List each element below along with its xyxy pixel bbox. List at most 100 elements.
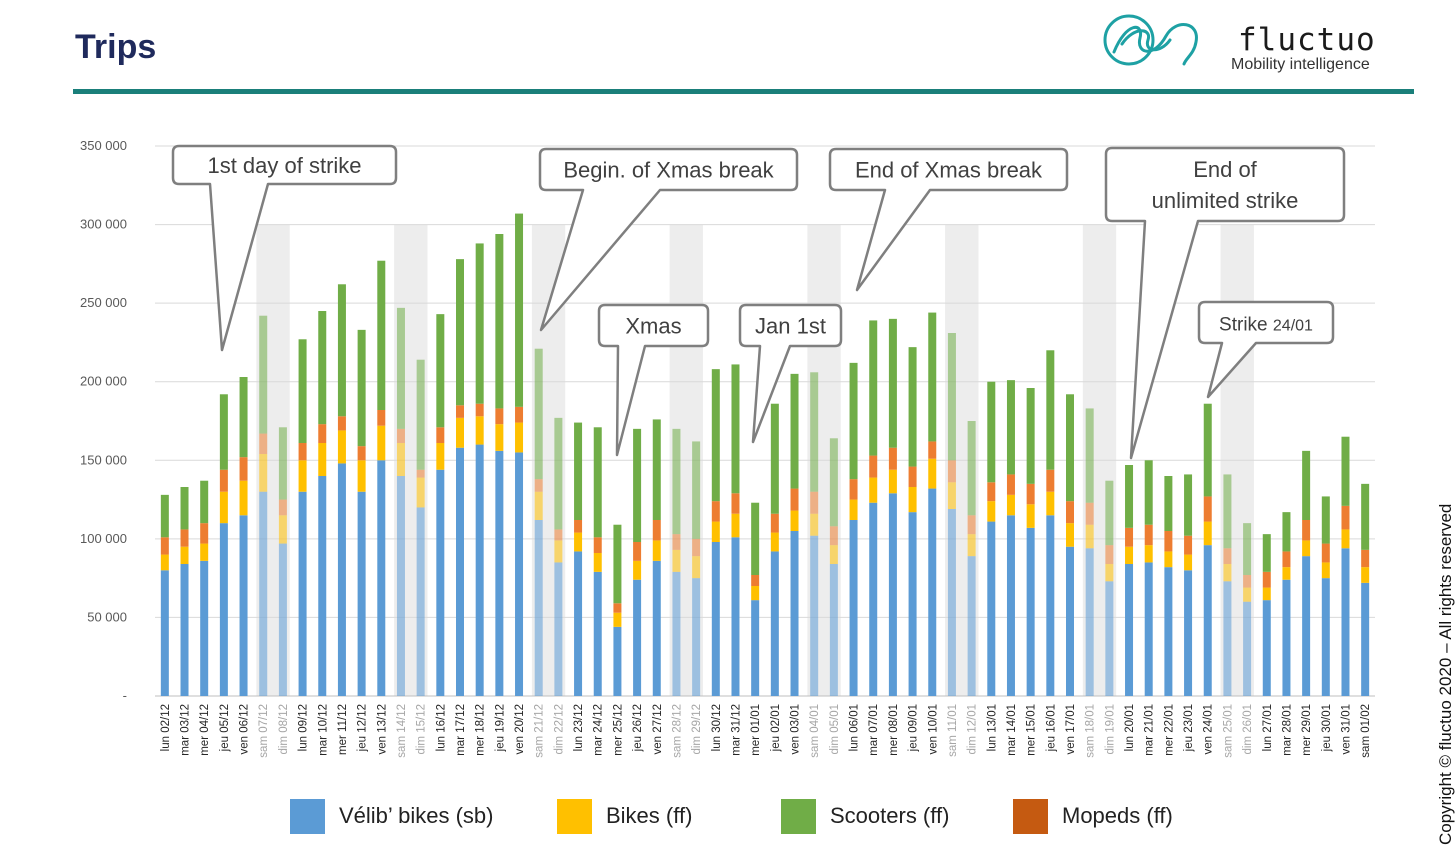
bar-segment [416,507,425,696]
bar-segment [160,537,169,555]
legend-item-bikes: Bikes (ff) [557,798,692,834]
bar-segment [1144,545,1153,563]
bar-segment [1203,521,1212,546]
bar-segment [829,545,838,564]
bar-segment [219,523,228,696]
callout-bubble [171,144,398,352]
bar-segment [337,284,346,417]
callout-bubble [1197,300,1335,399]
bar-segment [1302,520,1311,541]
bar-segment [1243,575,1252,588]
bar-segment [987,381,996,483]
x-tick-label: lun 27/01 [1262,704,1274,751]
bar-segment [200,543,209,561]
legend-swatch-bikes [557,798,592,834]
bar-segment [810,535,819,696]
bar-segment [239,515,248,696]
bar-segment [692,538,701,557]
bar-segment [810,372,819,492]
bar-segment [1243,523,1252,575]
bar-segment [633,579,642,696]
trips-stacked-bar-chart: - 50 000 100 000 150 000 200 000 250 000 300 0… [80,138,1375,758]
bar-segment [633,542,642,561]
bar-segment [790,373,799,489]
x-tick-label: lun 09/12 [298,704,310,751]
x-tick-label: dim 19/01 [1104,704,1116,755]
bar-segment [475,243,484,404]
legend-label-bikes: Bikes (ff) [606,803,693,828]
bar-segment [1105,581,1114,696]
x-tick-label: mar 14/01 [1006,704,1018,756]
bar-segment [574,532,583,552]
bar-segment [416,359,425,470]
bar-segment [456,405,464,418]
bar-segment [1066,394,1074,502]
x-tick-label: mar 24/12 [593,704,605,756]
bar-segment [1223,581,1232,696]
bar-segment [1006,380,1015,475]
copyright-notice: Copyright © fluctuo 2020 – All rights re… [1436,503,1455,845]
bar-segment [1321,543,1330,563]
x-tick-label: lun 02/12 [160,704,172,751]
bar-segment [219,491,228,524]
bar-segment [416,477,425,508]
x-tick-label: ven 06/12 [239,704,251,755]
bar-segment [1321,578,1330,696]
bar-segment [613,603,622,613]
bar-segment [1361,483,1370,550]
legend-item-scooters: Scooters (ff) [781,798,949,834]
bar-segment [1085,548,1094,696]
bar-segment [1341,436,1350,506]
bar-segment [1046,469,1055,492]
bar-segment [1243,601,1252,696]
x-tick-label: jeu 30/01 [1321,704,1333,752]
bar-segment [515,213,524,407]
x-tick-label: mer 29/01 [1301,704,1313,756]
legend-item-velib: Vélib’ bikes (sb) [290,798,493,834]
bar-segment [908,487,917,513]
x-tick-label: dim 12/01 [967,704,979,755]
x-tick-label: mar 31/12 [730,704,742,756]
bar-segment [613,612,622,627]
bar-segment [652,540,661,561]
bar-segment [770,403,779,514]
bar-segment [357,329,366,447]
bar-segment [534,479,543,492]
bar-segment [219,394,228,470]
callout-text: Strike 24/01 [1219,315,1313,336]
bar-segment [1026,527,1035,696]
bar-segment [1341,548,1350,696]
header-divider [73,89,1414,94]
x-tick-label: sam 21/12 [534,704,546,758]
bar-segment [554,540,563,563]
x-tick-label: dim 22/12 [553,704,565,755]
bar-segment [554,529,563,541]
x-tick-label: sam 18/01 [1085,704,1097,758]
bar-segment [298,460,307,492]
bar-segment [790,531,799,696]
bar-segment [200,560,209,696]
bar-segment [731,513,740,538]
legend-swatch-scooters [781,798,816,834]
bar-segment [396,476,405,696]
x-tick-label: lun 06/01 [849,704,861,751]
bar-segment [1302,556,1311,696]
x-tick-label: mar 17/12 [455,704,467,756]
y-tick-label: 200 000 [80,374,127,389]
bar-segment [652,419,661,520]
bar-segment [593,537,602,553]
bar-segment [947,333,956,461]
bar-segment [377,260,386,410]
x-tick-label: jeu 16/01 [1045,704,1057,752]
bar-segment [1203,545,1212,696]
bar-segment [337,463,346,696]
x-tick-label: jeu 23/01 [1183,704,1195,752]
bar-segment [515,406,524,423]
x-tick-label: mer 15/01 [1026,704,1038,756]
bar-segment [1006,494,1015,516]
bar-segment [967,421,976,516]
bar-segment [1125,564,1134,696]
bar-segment [1361,582,1370,696]
x-tick-label: dim 29/12 [691,704,703,755]
bar-segment [495,234,504,409]
